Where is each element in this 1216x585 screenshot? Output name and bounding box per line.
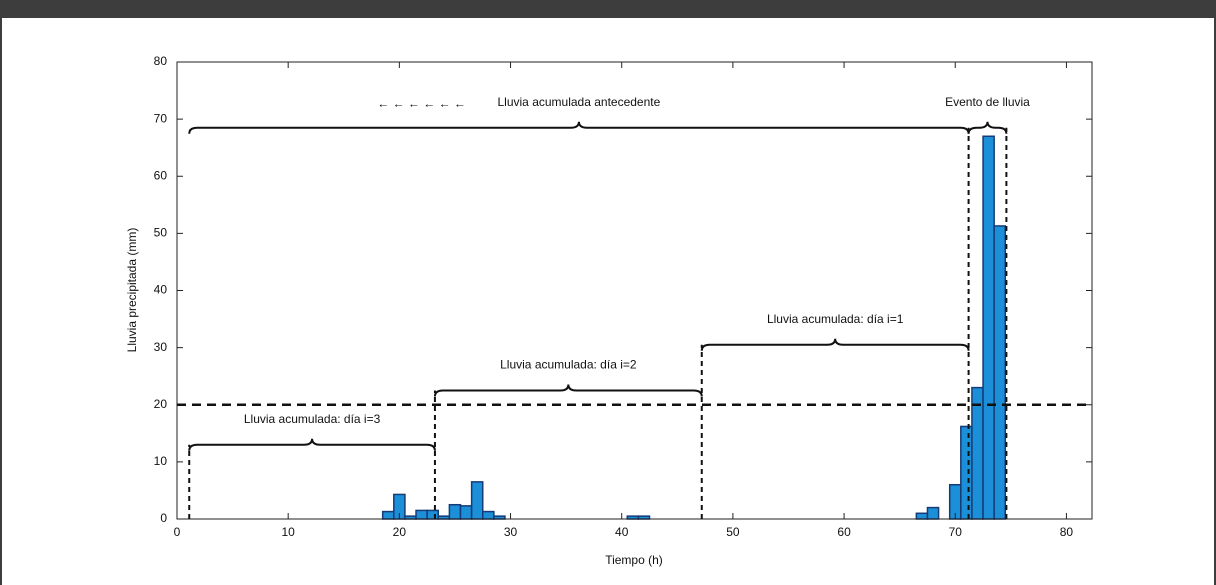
- y-tick-label: 70: [154, 111, 168, 125]
- bar: [993, 225, 1007, 520]
- brace-label: Lluvia acumulada: día i=1: [767, 312, 904, 326]
- window-border: [0, 0, 2, 585]
- y-tick-label: 60: [154, 168, 168, 182]
- y-axis-label: Lluvia precipitada (mm): [125, 228, 139, 353]
- x-tick-label: 50: [726, 525, 740, 539]
- bar: [426, 509, 440, 520]
- y-tick-label: 50: [154, 226, 168, 240]
- brace: [188, 438, 436, 451]
- x-tick-label: 20: [393, 525, 407, 539]
- y-tick-label: 80: [154, 54, 168, 68]
- x-tick-label: 10: [281, 525, 295, 539]
- arrows: ← ← ← ← ← ←: [377, 96, 466, 110]
- bar: [982, 135, 995, 520]
- brace-label: Evento de lluvia: [945, 95, 1030, 109]
- brace: [700, 338, 970, 351]
- bar: [415, 509, 428, 520]
- brace: [188, 121, 970, 134]
- y-tick-label: 20: [154, 397, 168, 411]
- brace-label: Lluvia acumulada: día i=2: [500, 358, 637, 372]
- bar: [448, 503, 462, 520]
- y-tick-label: 30: [154, 340, 168, 354]
- window-border: [1214, 0, 1216, 585]
- window-bar: [0, 0, 1216, 18]
- bar: [926, 506, 940, 520]
- x-tick-label: 80: [1060, 525, 1074, 539]
- x-axis-label: Tiempo (h): [605, 553, 663, 567]
- brace: [967, 121, 1008, 134]
- bar: [459, 505, 473, 520]
- brace: [433, 384, 703, 397]
- bar: [915, 512, 929, 520]
- x-tick-label: 40: [615, 525, 629, 539]
- plot-frame: [176, 61, 1093, 520]
- x-tick-label: 70: [949, 525, 963, 539]
- x-tick-label: 0: [174, 525, 181, 539]
- y-tick-label: 40: [154, 283, 168, 297]
- y-tick-label: 0: [160, 511, 167, 525]
- bar: [971, 386, 984, 520]
- brace-label: Lluvia acumulada: día i=3: [244, 412, 381, 426]
- x-tick-label: 60: [837, 525, 851, 539]
- y-tick-label: 10: [154, 454, 168, 468]
- bar: [470, 481, 484, 520]
- x-tick-label: 30: [504, 525, 518, 539]
- bar: [481, 510, 495, 520]
- bar: [960, 425, 973, 520]
- bar: [381, 510, 395, 520]
- brace-label: Lluvia acumulada antecedente: [498, 95, 661, 109]
